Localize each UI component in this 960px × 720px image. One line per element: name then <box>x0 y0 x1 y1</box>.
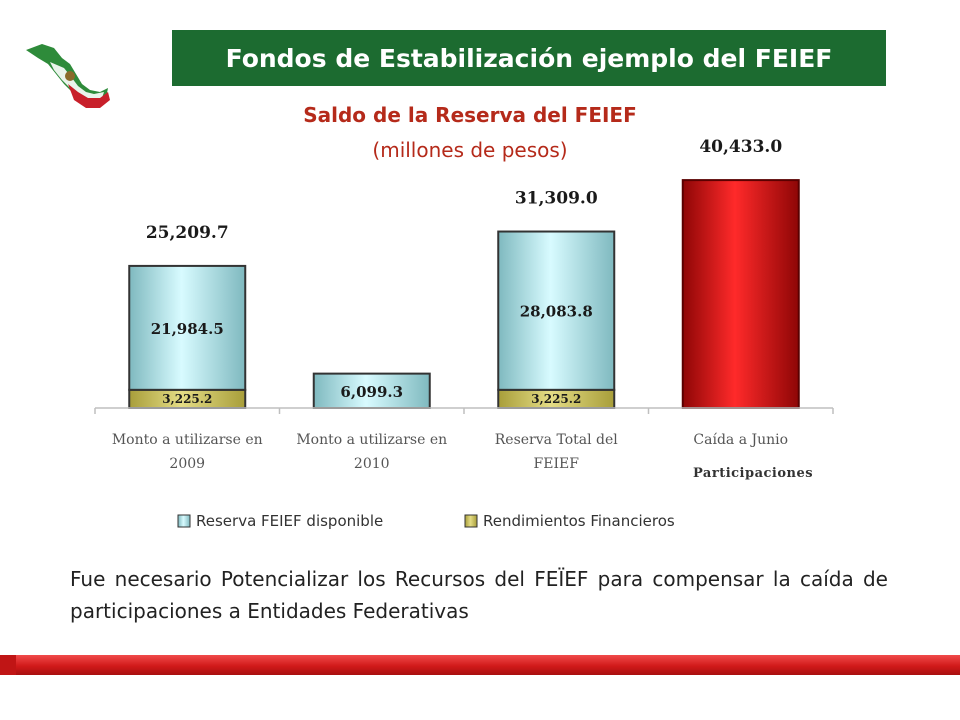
legend-swatch <box>177 514 191 528</box>
legend-swatch <box>464 514 478 528</box>
bar-total-label: 31,309.0 <box>515 189 598 209</box>
bar-value-label: 28,083.8 <box>520 303 593 321</box>
category-label: 2010 <box>354 456 390 472</box>
participaciones-bar <box>681 179 800 409</box>
bar-total-label: 25,209.7 <box>146 223 229 243</box>
reserva-bar <box>128 264 247 391</box>
category-label: Reserva Total del <box>495 432 619 448</box>
bar-chart: 3,225.2 21,984.5 25,209.7 6,099.3 3,225.2 28,… <box>94 137 834 530</box>
category-label: FEIEF <box>534 456 580 472</box>
bar-value-label: 21,984.5 <box>151 320 224 338</box>
body-note: Fue necesario Potencializar los Recursos… <box>70 567 888 623</box>
page-title: Fondos de Estabilización ejemplo del FEI… <box>172 30 886 86</box>
footer-bar <box>0 655 960 675</box>
bar-value-label: 6,099.3 <box>340 383 403 401</box>
reserva-bar <box>497 230 616 391</box>
category-label: Monto a utilizarse en <box>112 432 263 448</box>
mexico-map-logo <box>26 44 110 108</box>
category-label: 2009 <box>169 456 205 472</box>
legend-label: Rendimientos Financieros <box>483 512 675 530</box>
legend-label: Reserva FEIEF disponible <box>196 512 383 530</box>
chart-annotation: Participaciones <box>693 466 814 481</box>
chart-title: Saldo de la Reserva del FEIEF <box>303 103 637 127</box>
chart-subtitle: (millones de pesos) <box>372 138 568 162</box>
reserva-bar <box>312 372 431 410</box>
category-label: Monto a utilizarse en <box>296 432 447 448</box>
footer-bar-tip <box>0 655 16 675</box>
bar-value-label: 3,225.2 <box>531 392 581 406</box>
bar-total-label: 40,433.0 <box>699 137 782 157</box>
category-label: Caída a Junio <box>693 432 788 448</box>
bar-value-label: 3,225.2 <box>162 392 212 406</box>
